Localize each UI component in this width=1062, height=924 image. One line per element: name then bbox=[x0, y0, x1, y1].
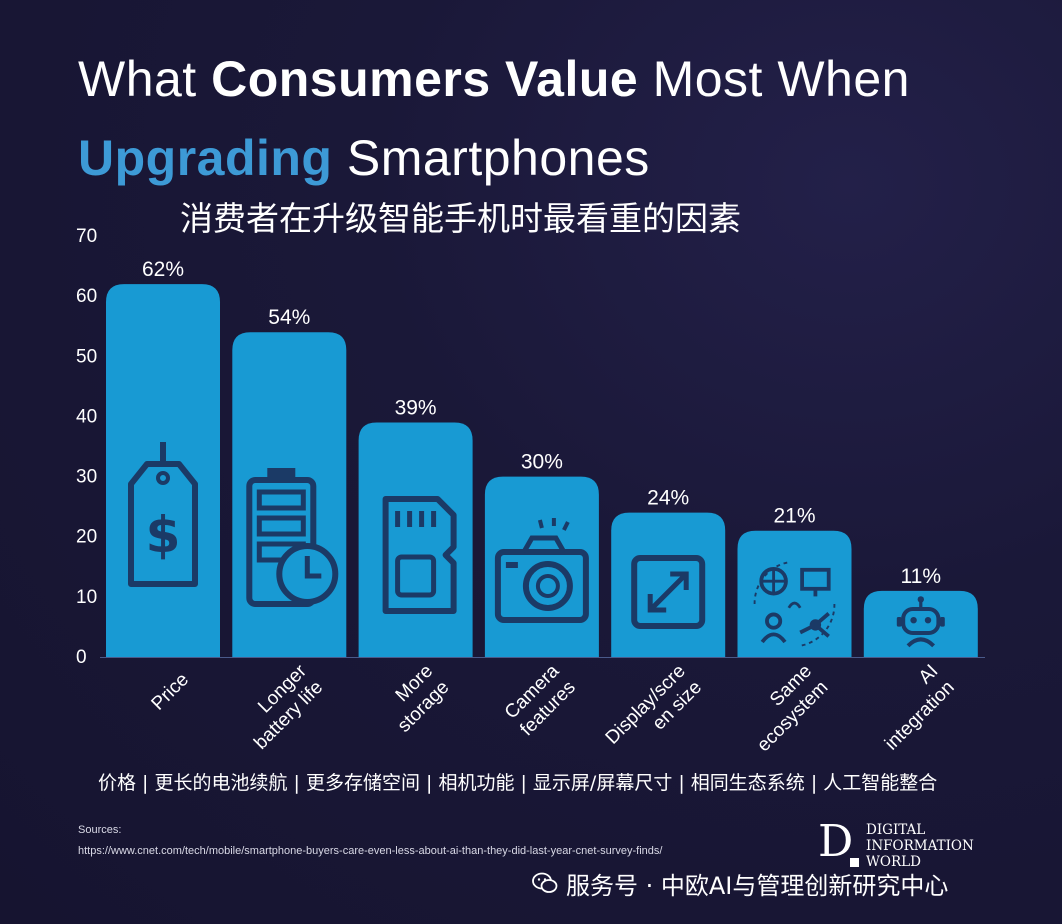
expand-arrows bbox=[647, 571, 689, 613]
y-tick-label: 20 bbox=[76, 527, 97, 548]
logo-line1: DIGITAL bbox=[866, 822, 926, 838]
data-label: 21% bbox=[773, 505, 815, 528]
card-outline bbox=[382, 496, 457, 614]
y-tick-label: 10 bbox=[76, 587, 97, 608]
bar-group: 21% Sameecosystem bbox=[737, 505, 852, 756]
robot-eye bbox=[924, 617, 932, 624]
expand-screen-icon bbox=[631, 555, 706, 629]
battery-clock-icon bbox=[246, 468, 339, 607]
bar-group: 11% AIintegration bbox=[863, 565, 978, 755]
camera-flash bbox=[505, 562, 518, 568]
x-tick-label: AIintegration bbox=[865, 661, 959, 755]
robot-head bbox=[901, 607, 941, 636]
x-tick-label: Longerbattery life bbox=[234, 660, 328, 754]
sd-card-icon bbox=[382, 496, 457, 614]
bar-group: 54% Longerbattery life bbox=[232, 306, 347, 754]
network-links bbox=[799, 612, 830, 638]
watermark-text: 服务号 · 中欧AI与管理创新研究中心 bbox=[566, 871, 949, 900]
wechat-icon bbox=[532, 872, 558, 893]
data-label: 54% bbox=[268, 306, 310, 329]
robot-icon bbox=[896, 596, 945, 648]
title-post: Most When bbox=[638, 51, 910, 107]
robot-eye bbox=[910, 617, 917, 624]
chart-title-line2: Upgrading Smartphones bbox=[78, 133, 650, 183]
y-tick-label: 70 bbox=[76, 226, 97, 247]
x-tick-line: Price bbox=[148, 669, 193, 714]
robot-body bbox=[906, 637, 936, 648]
title-accent: Upgrading bbox=[78, 130, 333, 186]
bar-group: 39% Morestorage bbox=[358, 396, 473, 737]
screen-frame bbox=[631, 555, 706, 629]
data-label: 39% bbox=[395, 396, 437, 419]
camera-lens-inner bbox=[535, 574, 560, 598]
card-chip bbox=[395, 554, 437, 598]
camera-lens bbox=[522, 561, 573, 611]
title-bold: Consumers Value bbox=[211, 51, 639, 107]
logo-letter: D bbox=[818, 816, 854, 867]
battery-cap bbox=[267, 468, 296, 480]
chart-subtitle-cn: 消费者在升级智能手机时最看重的因素 bbox=[180, 199, 741, 238]
logo-line2: INFORMATION bbox=[866, 838, 974, 854]
bar-group: 24% Display/screen size bbox=[602, 487, 726, 765]
bar bbox=[611, 512, 726, 657]
title-post2: Smartphones bbox=[332, 130, 650, 186]
bar bbox=[863, 590, 978, 657]
clock-hands bbox=[304, 556, 322, 579]
x-tick-label: Camerafeatures bbox=[500, 660, 580, 740]
bar-chart: 0 10 20 30 40 50 60 70 62% $ Price 54% Longerbattery… bbox=[76, 226, 985, 765]
camera-top bbox=[521, 535, 567, 554]
data-label: 11% bbox=[901, 565, 941, 588]
user-head bbox=[765, 612, 783, 630]
globe-lines bbox=[761, 568, 786, 594]
tag-hole bbox=[156, 471, 170, 485]
logo-line3: WORLD bbox=[866, 854, 921, 870]
y-tick-label: 60 bbox=[76, 286, 97, 307]
price-tag-icon: $ bbox=[128, 442, 198, 587]
robot-ear bbox=[940, 617, 945, 627]
title-pre: What bbox=[78, 51, 212, 107]
robot-antenna-tip bbox=[917, 596, 924, 603]
data-label: 62% bbox=[142, 258, 184, 281]
x-tick-line: integration bbox=[881, 677, 959, 755]
user-body bbox=[760, 632, 787, 644]
robot-ear bbox=[896, 617, 902, 627]
battery-cell bbox=[256, 515, 306, 537]
bar bbox=[737, 530, 852, 657]
x-tick-label: Sameecosystem bbox=[737, 661, 832, 756]
y-tick-label: 30 bbox=[76, 467, 97, 488]
bar-group: 62% $ Price bbox=[106, 258, 220, 715]
camera-body bbox=[494, 549, 589, 623]
categories-cn: 价格 | 更长的电池续航 | 更多存储空间 | 相机功能 | 显示屏/屏幕尺寸 … bbox=[98, 772, 938, 794]
logo-square bbox=[850, 858, 859, 867]
chart-title-line1: What Consumers Value Most When bbox=[78, 54, 910, 104]
y-tick-label: 50 bbox=[76, 346, 97, 367]
data-label: 30% bbox=[521, 451, 563, 474]
camera-sparkle bbox=[537, 518, 570, 531]
wifi-arc bbox=[787, 601, 802, 609]
camera-icon bbox=[494, 518, 589, 623]
tag-outline bbox=[128, 461, 198, 587]
y-tick-label: 0 bbox=[76, 647, 87, 668]
bar-group: 30% Camerafeatures bbox=[484, 451, 599, 740]
ecosystem-icon bbox=[753, 561, 836, 647]
y-tick-label: 40 bbox=[76, 406, 97, 427]
dollar-sign: $ bbox=[146, 506, 181, 564]
sources-label: Sources: bbox=[78, 824, 122, 836]
logo-text: DIGITAL INFORMATION WORLD bbox=[866, 822, 974, 870]
data-label: 24% bbox=[647, 487, 689, 510]
battery-cell bbox=[256, 489, 306, 511]
brand-logo: D DIGITAL INFORMATION WORLD bbox=[818, 816, 1008, 871]
x-tick-label: Display/screen size bbox=[602, 661, 706, 765]
sources-url[interactable]: https://www.cnet.com/tech/mobile/smartph… bbox=[78, 845, 663, 857]
x-tick-label: Morestorage bbox=[377, 661, 453, 737]
watermark: 服务号 · 中欧AI与管理创新研究中心 bbox=[532, 866, 948, 900]
bar bbox=[106, 284, 220, 657]
x-tick-label: Price bbox=[148, 669, 193, 714]
